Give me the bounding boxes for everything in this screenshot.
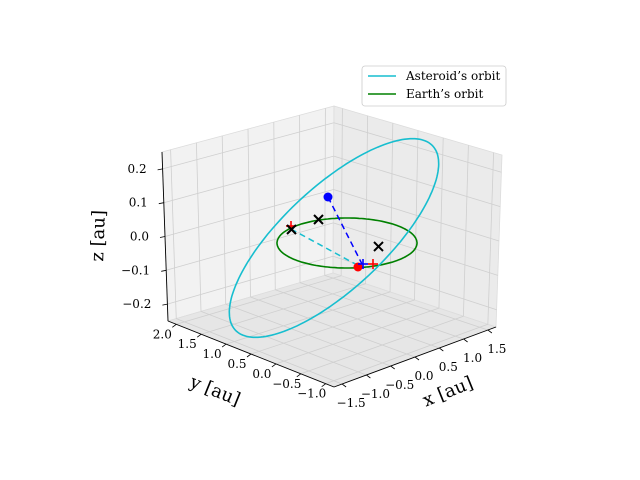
x-tick	[439, 347, 444, 352]
legend: Asteroid’s orbit Earth’s orbit	[361, 65, 507, 107]
z-tick	[161, 269, 167, 272]
x-tick	[390, 365, 395, 370]
y-tick	[271, 363, 277, 368]
y-axis-label: y [au]	[186, 371, 243, 410]
legend-label-earth: Earth’s orbit	[406, 87, 483, 101]
z-gridline	[167, 255, 334, 305]
y-gridline	[225, 291, 391, 345]
legend-box	[361, 65, 507, 107]
y-tick	[321, 383, 326, 388]
series-earth-orbit	[276, 217, 418, 269]
series-asteroid-orbit	[228, 137, 440, 339]
y-tick-label: 0.5	[227, 357, 246, 371]
y-tick-label: −1.0	[297, 387, 326, 401]
marker-blue-plus	[358, 259, 368, 269]
y-gridline	[325, 323, 488, 385]
z-tick-label: −0.2	[122, 297, 151, 311]
y-tick	[246, 353, 252, 358]
tick-labels: −1.5−1.0−0.50.00.51.01.5−1.0−0.50.00.51.…	[121, 162, 506, 410]
tick-marks	[157, 168, 493, 388]
marker-red-plus-2	[368, 259, 378, 269]
z-gridline	[333, 122, 502, 173]
y-tick-label: 0.0	[252, 367, 271, 381]
y-tick-label: 1.5	[178, 337, 197, 351]
z-axis-label: z [au]	[87, 210, 110, 262]
y-gridline	[275, 307, 440, 365]
z-tick	[158, 202, 164, 205]
x-tick-label: −0.5	[385, 378, 414, 392]
legend-label-asteroid: Asteroid’s orbit	[405, 69, 500, 83]
z-gridline	[166, 222, 334, 271]
marker-black-x-2	[313, 214, 324, 225]
x-tick	[487, 329, 493, 334]
z-gridline	[333, 155, 501, 207]
y-tick	[196, 333, 202, 338]
x-tick-label: −1.5	[337, 396, 366, 410]
z-tick-label: 0.2	[128, 162, 147, 176]
x-tick	[414, 356, 420, 361]
z-tick	[159, 236, 166, 238]
z-gridline	[162, 122, 335, 170]
z-gridline	[163, 155, 334, 204]
y-tick	[221, 343, 227, 348]
x-tick	[366, 374, 371, 379]
marker-black-x-1	[286, 224, 297, 235]
x-tick-label: 1.0	[463, 351, 482, 365]
marker-blue-dot	[323, 192, 333, 202]
x-tick	[463, 338, 468, 343]
y-tick-label: 1.0	[203, 347, 222, 361]
x-tick-label: 1.5	[487, 342, 506, 356]
z-tick	[157, 168, 163, 171]
y-gridline	[300, 315, 464, 375]
y-tick-label: −0.5	[272, 377, 301, 391]
y-gridline	[176, 275, 342, 325]
y-tick	[172, 323, 177, 328]
y-gridline	[250, 299, 415, 355]
connector-blue-dashed	[327, 196, 363, 265]
z-tick-label: 0.0	[130, 230, 149, 244]
z-gridline	[333, 189, 500, 242]
x-tick-label: −1.0	[361, 387, 390, 401]
z-tick-label: −0.1	[121, 263, 150, 277]
x-tick-label: 0.0	[414, 369, 433, 383]
connector-cyan-dashed	[290, 228, 360, 267]
x-tick-label: 0.5	[439, 360, 458, 374]
z-tick-label: 0.1	[129, 196, 148, 210]
marker-black-x-3	[373, 241, 384, 252]
z-gridline	[164, 189, 334, 237]
y-tick-label: 2.0	[153, 327, 172, 341]
z-tick	[162, 303, 168, 306]
x-tick	[341, 383, 347, 388]
y-gridline	[201, 283, 366, 335]
y-tick	[296, 373, 302, 378]
